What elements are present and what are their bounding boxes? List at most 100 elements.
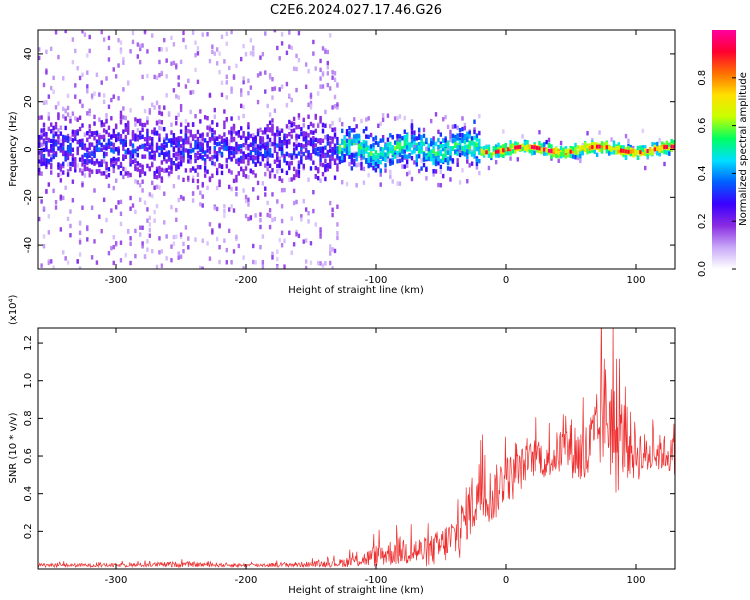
spectrogram-cell — [280, 146, 284, 152]
spectrogram-cell — [134, 209, 137, 215]
spectrogram-cell — [292, 121, 296, 127]
spectrogram-cell — [194, 52, 197, 58]
spectrogram-cell — [386, 147, 390, 152]
spectrogram-cell — [252, 45, 255, 50]
spectrogram-cell — [403, 154, 406, 159]
spectrogram-cell — [319, 146, 322, 151]
spectrogram-cell — [413, 144, 416, 150]
spectrogram-cell — [324, 135, 327, 140]
spectrogram-cell — [42, 161, 46, 166]
spectrogram-cell — [247, 146, 250, 151]
spectrogram-cell — [151, 180, 154, 186]
spectrogram-cell — [422, 141, 426, 147]
spectrogram-cell — [278, 87, 281, 92]
spectrogram-cell — [280, 168, 284, 173]
spectrogram-cell — [665, 140, 669, 146]
spectrogram-cell — [189, 109, 192, 115]
spectrogram-cell — [88, 34, 91, 40]
spectrogram-cell — [191, 148, 195, 153]
spectrogram-cell — [182, 154, 185, 159]
spectrogram-cell — [57, 162, 60, 167]
spectrogram-cell — [90, 255, 94, 260]
spectrogram-cell — [437, 182, 440, 188]
spectrogram-cell — [237, 171, 241, 176]
spectrogram-cell — [208, 136, 212, 142]
spectrogram-cell — [268, 213, 272, 218]
spectrogram-cell — [215, 167, 219, 173]
spectrogram-cell — [237, 157, 241, 163]
spectrogram-cell — [278, 131, 281, 136]
spectrogram-cell — [309, 141, 313, 146]
spectrogram-cell — [76, 117, 79, 122]
spectrogram-cell — [538, 143, 541, 149]
spectrogram-cell — [47, 260, 51, 266]
spectrogram-cell — [268, 224, 272, 230]
spectrogram-cell — [256, 99, 260, 105]
spectrogram-cell — [408, 154, 411, 159]
spectrogram-cell — [319, 115, 322, 121]
spectrogram-cell — [206, 115, 209, 121]
spectrogram-cell — [569, 145, 572, 151]
spectrogram-cell — [331, 127, 334, 133]
spectrogram-cell — [499, 149, 503, 154]
spectrogram-cell — [314, 174, 317, 179]
spectrogram-cell — [405, 171, 409, 177]
spectrogram-cell — [415, 144, 418, 150]
spectrogram-cell — [336, 102, 339, 107]
spectrogram-cell — [172, 88, 176, 93]
spectrogram-cell — [343, 146, 346, 151]
spectrogram-cell — [155, 264, 159, 269]
spectrogram-cell — [218, 69, 221, 75]
spectrogram-cell — [175, 94, 178, 99]
spectrogram-cell — [213, 149, 216, 154]
spectrogram-cell — [329, 135, 332, 141]
spectrogram-cell — [612, 150, 616, 155]
spectrogram-cell — [292, 175, 296, 181]
spectrogram-cell — [122, 138, 125, 144]
spectrogram-cell — [360, 153, 363, 158]
spectrogram-cell — [201, 194, 204, 199]
spectrogram-cell — [307, 124, 310, 130]
spectrogram-cell — [292, 142, 296, 147]
spectrogram-cell — [81, 138, 84, 143]
spectrogram-cell — [439, 169, 443, 175]
spectrogram-cell — [227, 130, 231, 135]
spectrogram-cell — [146, 218, 149, 223]
spectrogram-cell — [405, 163, 409, 169]
spectrogram-cell — [208, 126, 212, 131]
spectrogram-cell — [350, 157, 354, 162]
spectrogram-cell — [285, 160, 289, 166]
spectrogram-cell — [59, 171, 63, 177]
spectrogram-cell — [69, 142, 72, 148]
spectrogram-cell — [365, 147, 368, 152]
spectrogram-cell — [47, 230, 51, 235]
spectrogram-cell — [336, 222, 339, 227]
y-tick-label: 20 — [23, 95, 34, 108]
spectrogram-cell — [50, 164, 53, 170]
spectrogram-cell — [40, 157, 43, 163]
spectrogram-cell — [391, 179, 394, 184]
spectrogram-cell — [401, 149, 404, 154]
spectrogram-cell — [314, 165, 317, 171]
spectrogram-cell — [574, 147, 577, 152]
spectrogram-cell — [268, 170, 272, 176]
spectrogram-cell — [237, 129, 241, 135]
spectrogram-cell — [227, 168, 231, 174]
spectrogram-cell — [240, 88, 243, 93]
spectrogram-cell — [449, 177, 452, 182]
spectrogram-cell — [38, 216, 41, 222]
spectrogram-cell — [187, 236, 190, 241]
spectrogram-cell — [230, 134, 233, 140]
spectrogram-cell — [254, 260, 257, 265]
spectrogram-cell — [146, 49, 149, 54]
spectrogram-cell — [235, 141, 238, 147]
spectrogram-cell — [384, 157, 387, 162]
spectrogram-peak — [535, 145, 541, 150]
spectrogram-cell — [54, 141, 58, 147]
spectrogram-cell — [297, 163, 301, 169]
spectrogram-cell — [74, 94, 77, 99]
spectrogram-cell — [336, 235, 339, 241]
spectrogram-cell — [158, 185, 161, 190]
spectrogram-cell — [160, 249, 164, 254]
